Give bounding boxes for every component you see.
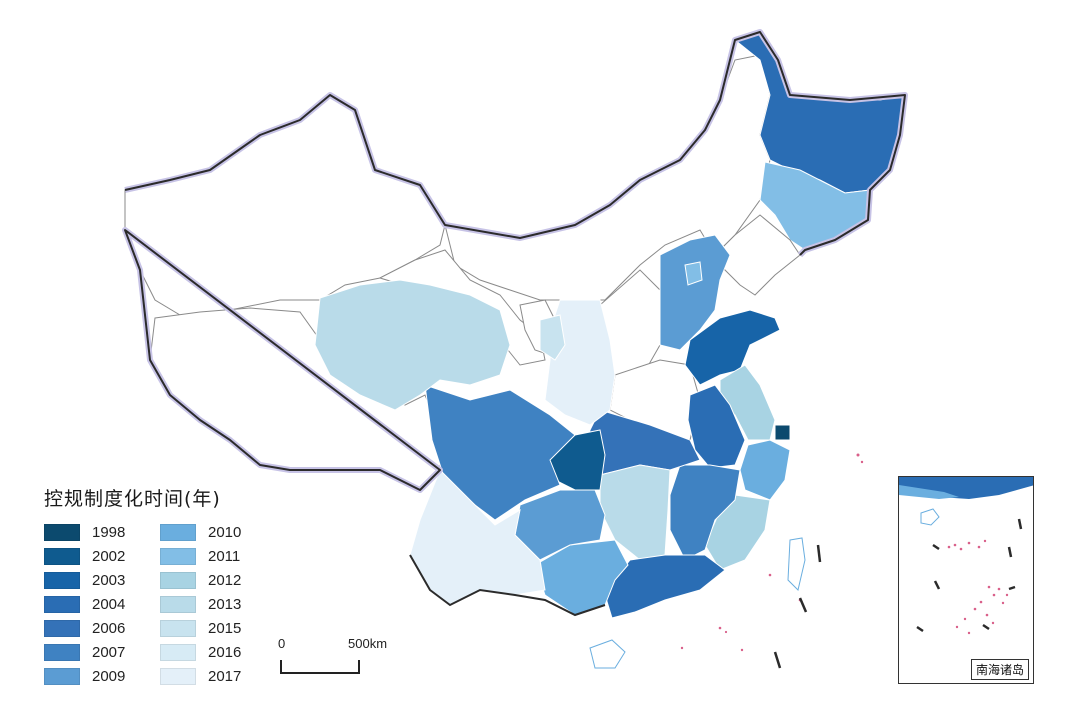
legend-item: 2017 xyxy=(160,667,272,686)
legend-year: 1998 xyxy=(92,524,126,541)
map-legend: 控规制度化时间(年) 1998 2002 2003 2004 2006 2007 xyxy=(44,484,284,686)
legend-year: 2016 xyxy=(208,644,242,661)
region-hainan xyxy=(589,639,626,669)
legend-swatch xyxy=(44,668,80,685)
legend-year: 2007 xyxy=(92,644,126,661)
legend-swatch xyxy=(160,620,196,637)
national-border xyxy=(124,31,906,491)
legend-swatch xyxy=(160,548,196,565)
legend-year: 2015 xyxy=(208,620,242,637)
inset-map xyxy=(899,477,1033,635)
legend-year: 2006 xyxy=(92,620,126,637)
scale-bar: 0 500km xyxy=(278,636,387,676)
region-taiwan xyxy=(787,537,806,591)
legend-swatch xyxy=(160,596,196,613)
scale-start-label: 0 xyxy=(278,636,286,651)
legend-title: 控规制度化时间(年) xyxy=(44,488,221,510)
legend-item: 2009 xyxy=(44,667,156,686)
legend-year: 2012 xyxy=(208,572,242,589)
inset-dashes xyxy=(916,518,1023,633)
legend-swatch xyxy=(44,548,80,565)
legend-swatch xyxy=(44,620,80,637)
border-dashes xyxy=(773,544,822,669)
legend-item: 2002 xyxy=(44,547,156,566)
inset-coast-light xyxy=(899,485,959,499)
legend-item: 2013 xyxy=(160,595,272,614)
legend-grid: 1998 2002 2003 2004 2006 2007 2009 2010 xyxy=(44,523,284,686)
legend-year: 2011 xyxy=(208,548,241,565)
legend-swatch xyxy=(160,668,196,685)
south-china-sea-inset: 南海诸岛 xyxy=(898,476,1034,684)
inset-label: 南海诸岛 xyxy=(970,659,1029,680)
legend-item: 2010 xyxy=(160,523,272,542)
inset-islands xyxy=(947,539,1009,635)
legend-year: 2009 xyxy=(92,668,126,685)
legend-item: 2003 xyxy=(44,571,156,590)
legend-year: 2004 xyxy=(92,596,126,613)
legend-item: 2011 xyxy=(160,547,272,566)
legend-year: 2002 xyxy=(92,548,126,565)
region-ningxia-shaded xyxy=(539,314,566,361)
region-shanghai xyxy=(774,424,791,441)
legend-item: 2015 xyxy=(160,619,272,638)
legend-item: 2007 xyxy=(44,643,156,662)
legend-year: 2003 xyxy=(92,572,126,589)
legend-swatch xyxy=(160,644,196,661)
southwest-border xyxy=(409,554,606,617)
legend-swatch xyxy=(44,644,80,661)
region-zhejiang xyxy=(739,439,791,501)
inset-hainan xyxy=(920,508,940,526)
legend-year: 2010 xyxy=(208,524,242,541)
region-anhui xyxy=(687,384,746,469)
region-beijing xyxy=(684,261,703,286)
region-hebei xyxy=(659,234,731,351)
region-qinghai xyxy=(314,279,511,411)
legend-item: 2012 xyxy=(160,571,272,590)
region-shandong xyxy=(684,309,781,386)
region-jiangxi xyxy=(669,464,741,561)
legend-swatch xyxy=(160,524,196,541)
legend-item: 2006 xyxy=(44,619,156,638)
shaded-regions xyxy=(314,31,906,669)
legend-item: 1998 xyxy=(44,523,156,542)
scale-bar-line xyxy=(280,660,360,674)
scale-end-label: 500km xyxy=(348,636,388,651)
region-liaoning xyxy=(714,214,801,296)
legend-year: 2013 xyxy=(208,596,242,613)
legend-swatch xyxy=(44,524,80,541)
region-guangxi xyxy=(534,539,629,616)
legend-year: 2017 xyxy=(208,668,242,685)
legend-swatch xyxy=(44,596,80,613)
legend-swatch xyxy=(44,572,80,589)
legend-swatch xyxy=(160,572,196,589)
legend-item: 2016 xyxy=(160,643,272,662)
legend-item: 2004 xyxy=(44,595,156,614)
